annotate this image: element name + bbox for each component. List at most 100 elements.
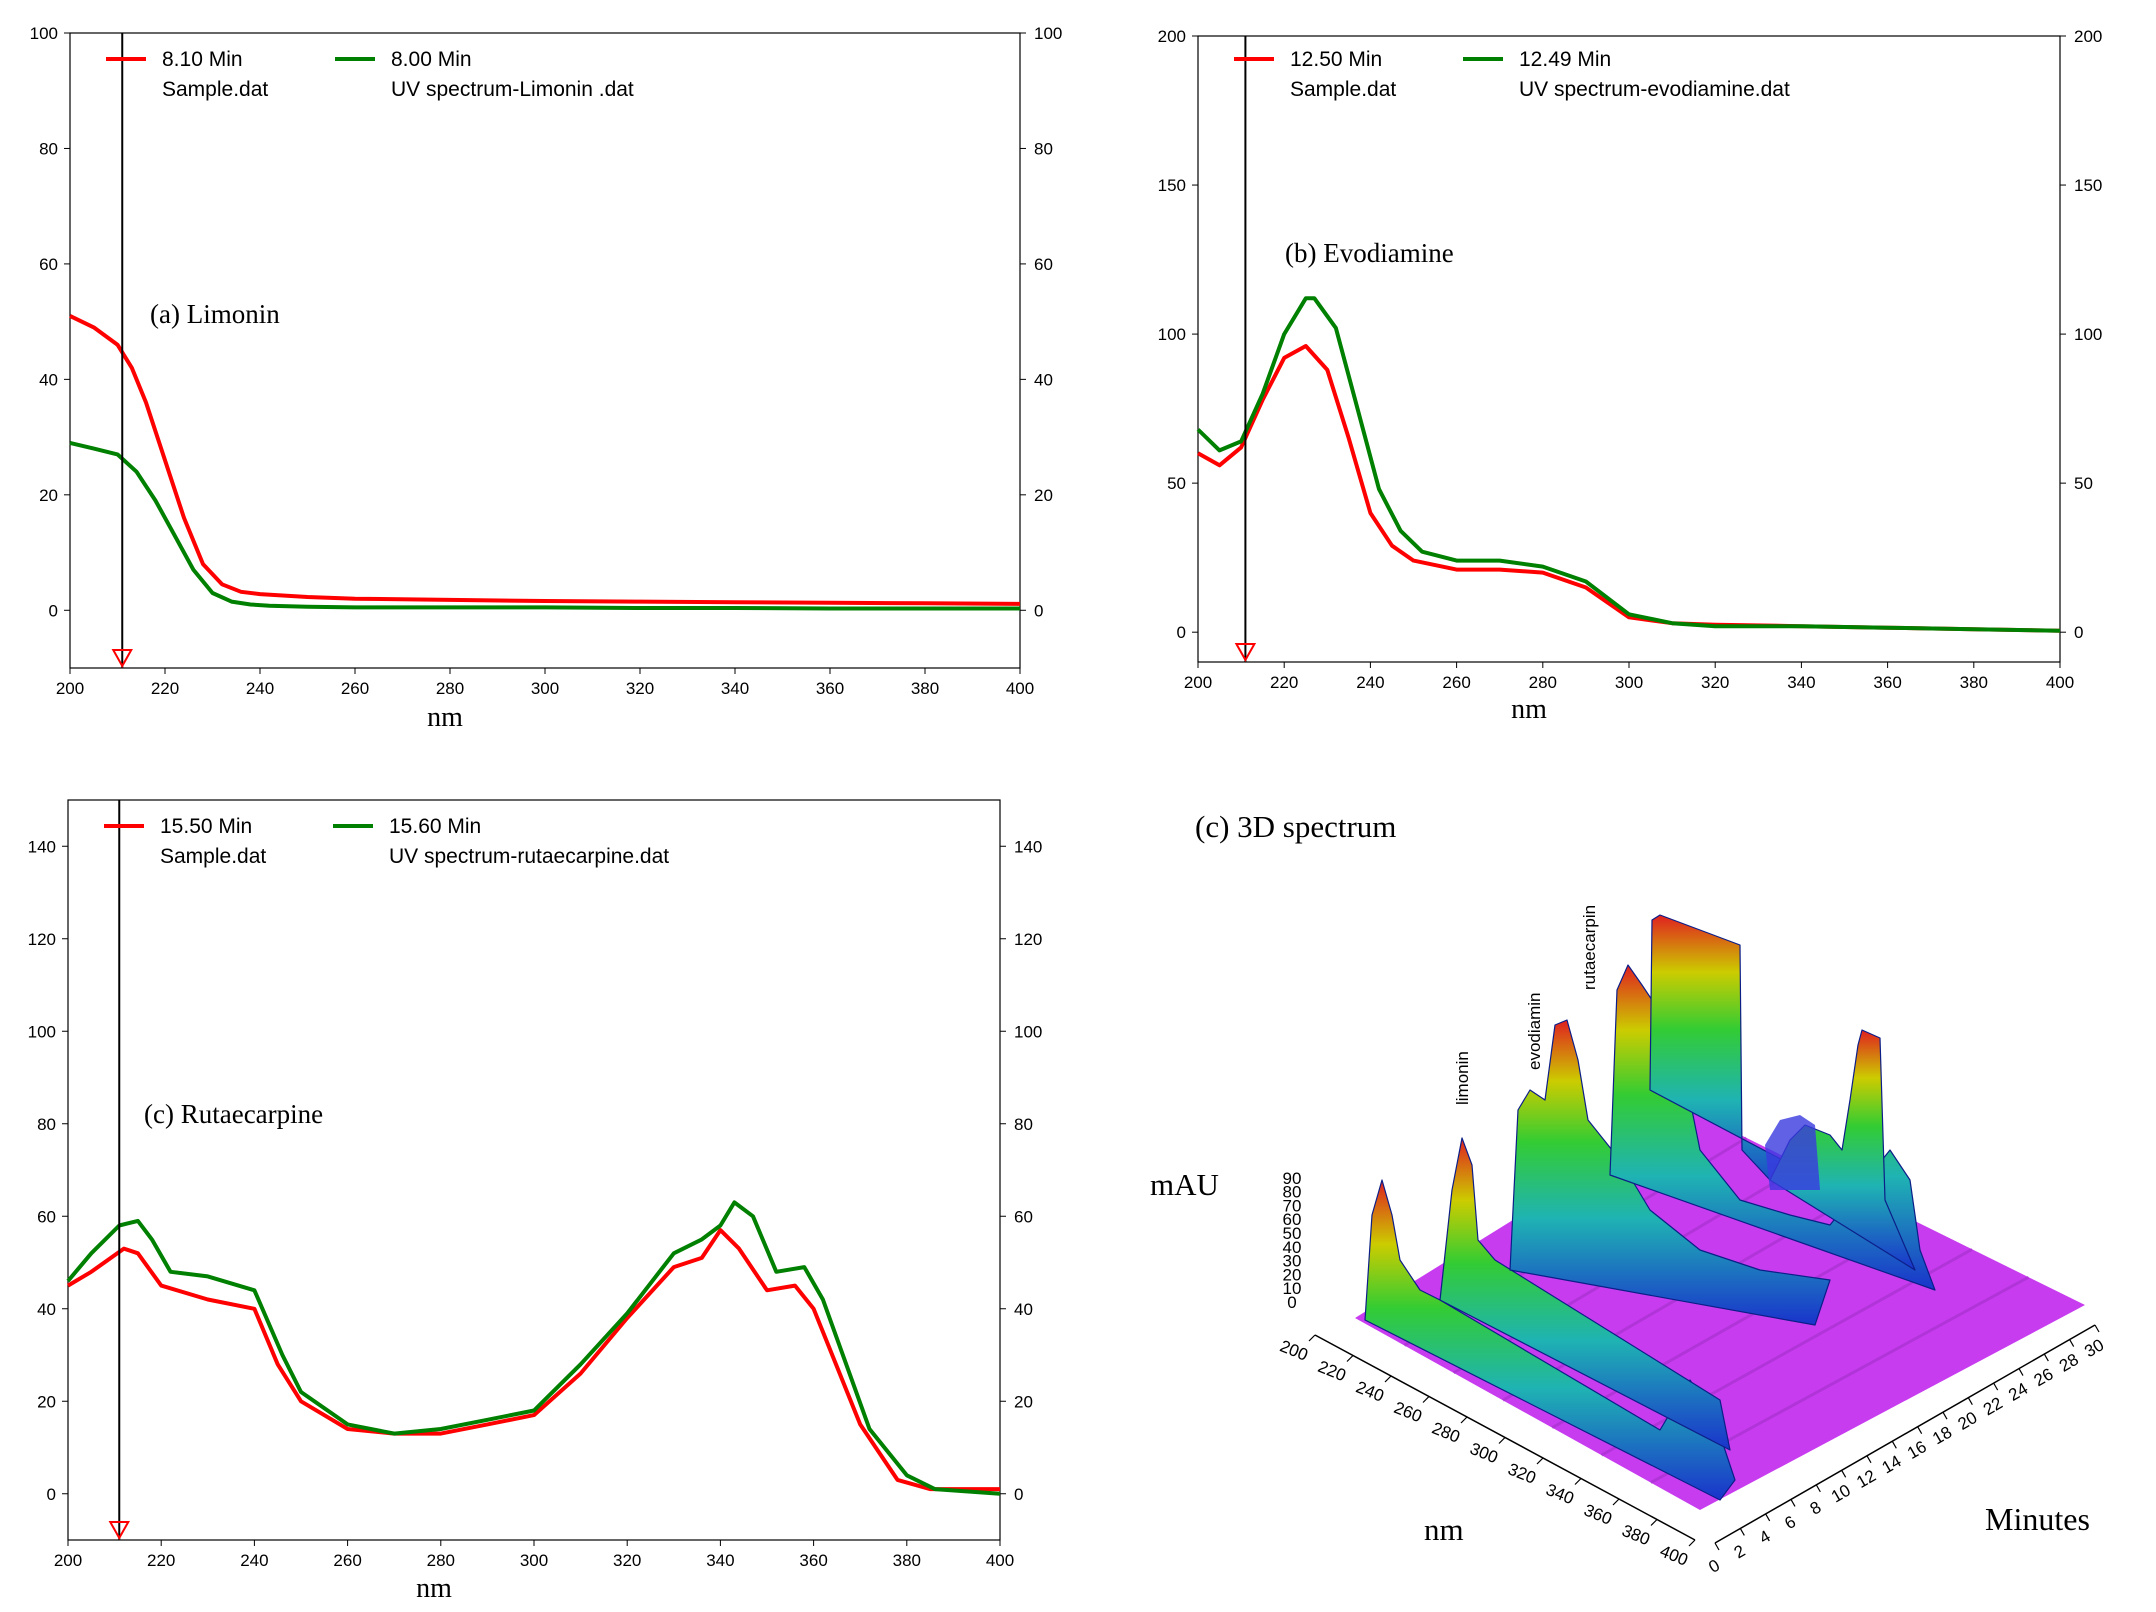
- y2-tick-label: 40: [1034, 370, 1053, 389]
- y-tick-label: 120: [28, 930, 56, 949]
- floor-stripe: [1600, 1247, 1973, 1457]
- z-tick-label: 40: [1283, 1238, 1302, 1257]
- minutes-tick-label: 2: [1731, 1541, 1749, 1562]
- cursor-marker-icon[interactable]: [1234, 643, 1257, 663]
- minutes-tick-label: 14: [1879, 1452, 1905, 1478]
- z-tick-label: 50: [1283, 1224, 1302, 1243]
- x-tick-label: 380: [893, 1551, 921, 1570]
- minutes-tick: [2018, 1368, 2024, 1376]
- y2-tick-label: 100: [1014, 1022, 1042, 1041]
- surface-3d-panel: (c) 3D spectrum0102030405060708090mAU200…: [1150, 809, 2107, 1577]
- x-tick-label: 220: [1270, 673, 1298, 692]
- x-tick-label: 400: [986, 1551, 1014, 1570]
- x-tick-label: 260: [341, 679, 369, 698]
- y-tick-label: 100: [1158, 325, 1186, 344]
- x-tick-label: 300: [520, 1551, 548, 1570]
- plot-frame: [1197, 35, 2061, 663]
- z-tick-label: 0: [1287, 1293, 1296, 1312]
- nm-tick-label: 260: [1391, 1398, 1424, 1426]
- z-tick-label: 70: [1283, 1196, 1302, 1215]
- x-tick-label: 220: [147, 1551, 175, 1570]
- x-tick-label: 380: [1960, 673, 1988, 692]
- legend-time-1: 15.50 Min: [160, 815, 252, 838]
- series-line-2: [66, 1200, 1001, 1496]
- minutes-tick-label: 30: [2081, 1335, 2107, 1361]
- x-tick-label: 220: [151, 679, 179, 698]
- x-tick-label: 360: [816, 679, 844, 698]
- surface-plateau: [1765, 1115, 1820, 1190]
- chart-panel-3: 200 220 240 260 280 300 320 340 360 380 4000204060…: [28, 799, 1042, 1604]
- minutes-tick-label: 12: [1853, 1466, 1879, 1492]
- nm-tick-label: 320: [1505, 1459, 1538, 1487]
- y-tick-label: 40: [39, 370, 58, 389]
- legend-time-2: 12.49 Min: [1519, 48, 1611, 71]
- y-tick-label: 20: [39, 486, 58, 505]
- minutes-tick: [1917, 1426, 1923, 1435]
- nm-tick: [1498, 1437, 1506, 1444]
- y2-tick-label: 0: [1034, 601, 1043, 620]
- x-tick-label: 300: [1615, 673, 1643, 692]
- minutes-tick: [1714, 1542, 1720, 1551]
- x-tick-label: 200: [56, 679, 84, 698]
- x-tick-label: 260: [1442, 673, 1470, 692]
- nm-tick: [1460, 1416, 1468, 1424]
- y2-tick-label: 80: [1014, 1115, 1033, 1134]
- x-tick-label: 320: [626, 679, 654, 698]
- cursor-marker-icon[interactable]: [111, 649, 133, 669]
- y-tick-label: 140: [28, 837, 56, 856]
- series-line-1: [69, 314, 1021, 606]
- y-tick-label: 0: [1177, 623, 1186, 642]
- x-tick-label: 200: [54, 1551, 82, 1570]
- minutes-tick-label: 18: [1929, 1422, 1955, 1448]
- x-tick-label: 200: [1184, 673, 1212, 692]
- x-tick-label: 280: [427, 1551, 455, 1570]
- y2-tick-label: 60: [1014, 1207, 1033, 1226]
- series-line-2: [1196, 296, 2061, 633]
- nm-tick-label: 200: [1277, 1336, 1310, 1364]
- legend-name-1: Sample.dat: [160, 845, 266, 868]
- chart-panel-2: 200 220 240 260 280 300 320 340 360 380 400 0 50 100 1…: [1158, 27, 2103, 725]
- legend-name-1: Sample.dat: [1290, 78, 1396, 101]
- y2-tick-label: 80: [1034, 139, 1053, 158]
- minutes-tick: [1866, 1455, 1872, 1464]
- series-line-1: [66, 1228, 1000, 1492]
- x-tick-label: 400: [2046, 673, 2074, 692]
- z-tick-label: 60: [1283, 1210, 1302, 1229]
- y-tick-label: 80: [39, 139, 58, 158]
- minutes-tick: [1841, 1470, 1847, 1478]
- x-tick-label: 340: [721, 679, 749, 698]
- minutes-tick-label: 16: [1904, 1437, 1930, 1463]
- nm-tick-label: 220: [1315, 1357, 1348, 1385]
- y2-tick-label: 50: [2074, 474, 2093, 493]
- minutes-tick: [1815, 1484, 1821, 1493]
- x-axis-label: nm: [1511, 694, 1547, 725]
- nm-tick: [1650, 1519, 1658, 1526]
- z-tick-label: 80: [1283, 1183, 1302, 1202]
- panel-annotation: (c) 3D spectrum: [1195, 809, 1396, 844]
- minutes-tick: [1967, 1397, 1973, 1405]
- y2-tick-label: 20: [1034, 486, 1053, 505]
- x-tick-label: 240: [240, 1551, 268, 1570]
- nm-tick-label: 400: [1657, 1541, 1690, 1569]
- x-tick-label: 240: [246, 679, 274, 698]
- x-tick-label: 320: [1701, 673, 1729, 692]
- cursor-marker-icon[interactable]: [108, 1521, 130, 1541]
- legend-time-2: 15.60 Min: [389, 815, 481, 838]
- minutes-axis: [1714, 1324, 2096, 1544]
- y-tick-label: 200: [1158, 27, 1186, 46]
- z-tick-label: 10: [1283, 1279, 1302, 1298]
- minutes-tick: [2069, 1339, 2075, 1347]
- nm-tick-label: 340: [1543, 1480, 1576, 1508]
- nm-tick: [1574, 1478, 1582, 1485]
- legend-time-2: 8.00 Min: [391, 48, 472, 71]
- minutes-tick-label: 26: [2031, 1364, 2057, 1390]
- nm-tick: [1308, 1334, 1316, 1342]
- legend-time-1: 8.10 Min: [162, 48, 243, 71]
- legend-name-1: Sample.dat: [162, 78, 268, 101]
- y2-tick-label: 60: [1034, 255, 1053, 274]
- minutes-tick-label: 28: [2056, 1350, 2082, 1376]
- minutes-tick: [1993, 1382, 1999, 1391]
- x-tick-label: 280: [436, 679, 464, 698]
- nm-tick: [1612, 1498, 1620, 1506]
- y-tick-label: 50: [1167, 474, 1186, 493]
